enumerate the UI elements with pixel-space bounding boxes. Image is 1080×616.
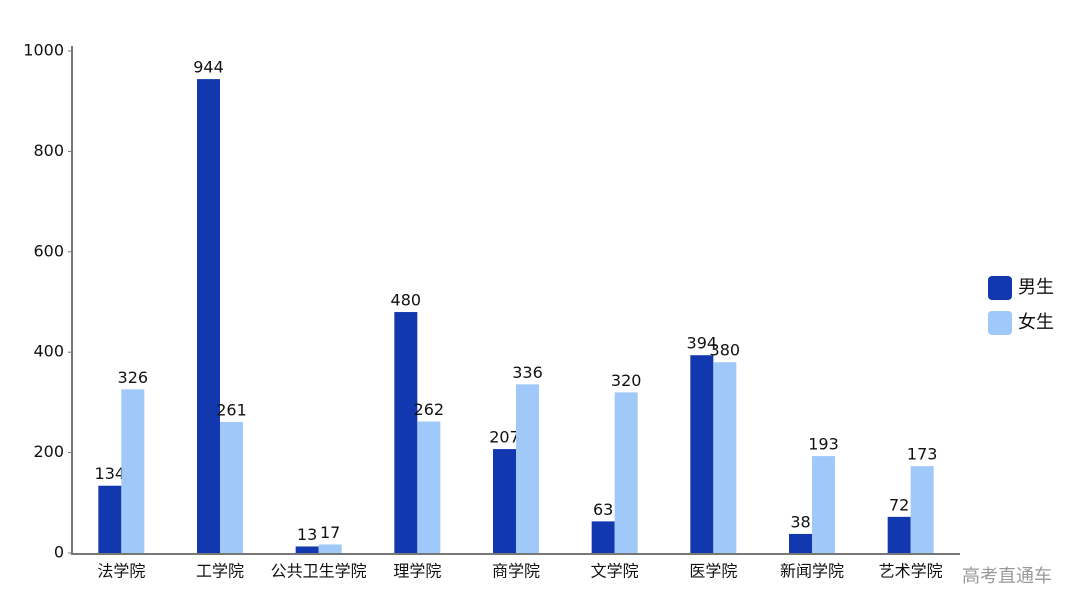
data-label: 394 [687,334,718,353]
data-label: 944 [193,58,224,77]
x-tick-label: 法学院 [97,562,145,581]
legend-swatch [988,311,1012,335]
data-label: 320 [611,371,642,390]
bar [812,456,835,553]
data-label: 72 [889,495,909,514]
data-label: 207 [489,428,520,447]
x-tick-label: 理学院 [393,562,441,581]
x-tick-label: 工学院 [196,562,244,581]
bar [417,421,441,553]
data-label: 336 [512,363,543,382]
legend-swatch [988,276,1012,300]
data-label: 38 [790,512,810,531]
legend-label: 女生 [1018,312,1054,333]
bar [690,355,714,553]
bar [98,485,122,553]
x-tick-label: 公共卫生学院 [271,562,367,581]
bar [220,421,243,553]
bar [713,362,737,553]
bar [789,533,812,553]
data-label: 17 [320,523,340,542]
bar [295,546,319,553]
x-tick-label: 新闻学院 [780,562,844,581]
data-label: 193 [808,435,839,454]
y-tick-label: 800 [33,141,64,160]
x-tick-label: 商学院 [492,562,540,581]
bar [394,312,418,553]
y-tick-label: 1000 [23,41,64,60]
y-tick-label: 600 [33,241,64,260]
bar [318,544,342,553]
data-label: 13 [297,525,317,544]
bar [516,384,539,553]
y-tick-label: 0 [54,543,64,562]
x-tick-label: 文学院 [591,562,639,581]
x-tick-label: 医学院 [689,562,737,581]
data-label: 134 [95,464,126,483]
data-label: 326 [118,368,149,387]
data-label: 173 [907,445,938,464]
y-tick-label: 400 [33,342,64,361]
bar [887,516,911,553]
y-tick-label: 200 [33,442,64,461]
data-label: 480 [391,291,422,310]
bar [197,79,220,553]
x-tick-label: 艺术学院 [879,562,943,581]
bar [910,466,934,553]
data-label: 262 [414,400,445,419]
legend-label: 男生 [1018,277,1054,298]
data-label: 261 [216,400,247,419]
data-label: 380 [710,341,741,360]
bar [614,392,638,553]
bar [493,449,516,553]
bar [121,389,145,553]
bar [591,521,615,553]
data-label: 63 [593,500,613,519]
watermark: 高考直通车 [962,566,1052,587]
